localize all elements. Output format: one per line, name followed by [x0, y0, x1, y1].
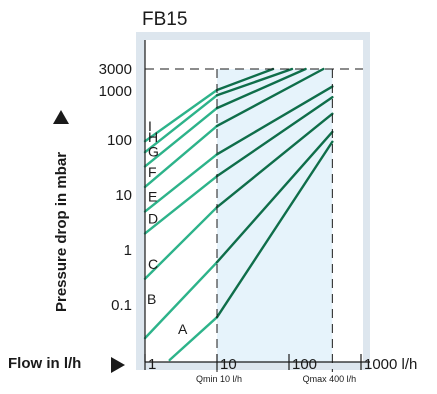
curve-label-d: D [148, 210, 158, 226]
curve-i-segment [215, 67, 275, 92]
chart-title: FB15 [142, 9, 187, 30]
curve-b-segment [215, 130, 334, 264]
curve-e-segment [143, 153, 219, 213]
curve-label-i: I [148, 118, 152, 134]
y-tick-label: 1 [124, 242, 132, 259]
curve-e-segment [215, 85, 334, 156]
curve-c-segment [215, 112, 334, 209]
curve-label-b: B [147, 291, 156, 307]
x-axis-label: Flow in l/h [8, 355, 81, 372]
curve-g-segment [215, 67, 307, 110]
curve-label-c: C [148, 256, 158, 272]
qmin-label: Qmin 10 l/h [196, 374, 242, 384]
y-tick-label: 1000 [99, 83, 132, 100]
curve-c-segment [143, 206, 219, 280]
operating-range-region [217, 69, 333, 362]
curve-f-segment [215, 67, 325, 128]
y-tick-label: 10 [115, 187, 132, 204]
y-axis-arrow-icon [53, 110, 69, 124]
curve-i-segment [143, 88, 219, 143]
curve-label-f: F [148, 164, 157, 180]
qmax-label: Qmax 400 l/h [303, 374, 357, 384]
curve-a-segment [215, 140, 334, 319]
x-axis-arrow-icon [111, 357, 125, 373]
y-tick-label: 3000 [99, 61, 132, 78]
curve-group [143, 67, 334, 362]
y-axis-label: Pressure drop in mbar [53, 152, 70, 312]
y-tick-group: 3000 1000 100 10 1 0.1 [99, 61, 132, 314]
x-tick-label: 1 [148, 356, 156, 373]
x-tick-label: 1000 l/h [364, 356, 417, 373]
curve-f-segment [143, 124, 219, 189]
curve-h-segment [143, 94, 219, 154]
y-tick-label: 100 [107, 132, 132, 149]
curve-label-g: G [148, 143, 159, 159]
curve-d-segment [143, 174, 219, 235]
curve-label-h: H [148, 129, 158, 145]
y-tick-label: 0.1 [111, 297, 132, 314]
curve-label-a: A [178, 321, 188, 337]
x-tick-group: 1 10 100 1000 l/h [144, 354, 417, 373]
x-tick-label: 10 [220, 356, 237, 373]
curve-d-segment [215, 96, 334, 178]
curve-h-segment [215, 67, 294, 97]
curve-a-segment [168, 316, 219, 362]
curve-b-segment [143, 261, 219, 340]
curve-label-e: E [148, 189, 157, 205]
x-tick-label: 100 [292, 356, 317, 373]
curve-g-segment [143, 106, 219, 168]
